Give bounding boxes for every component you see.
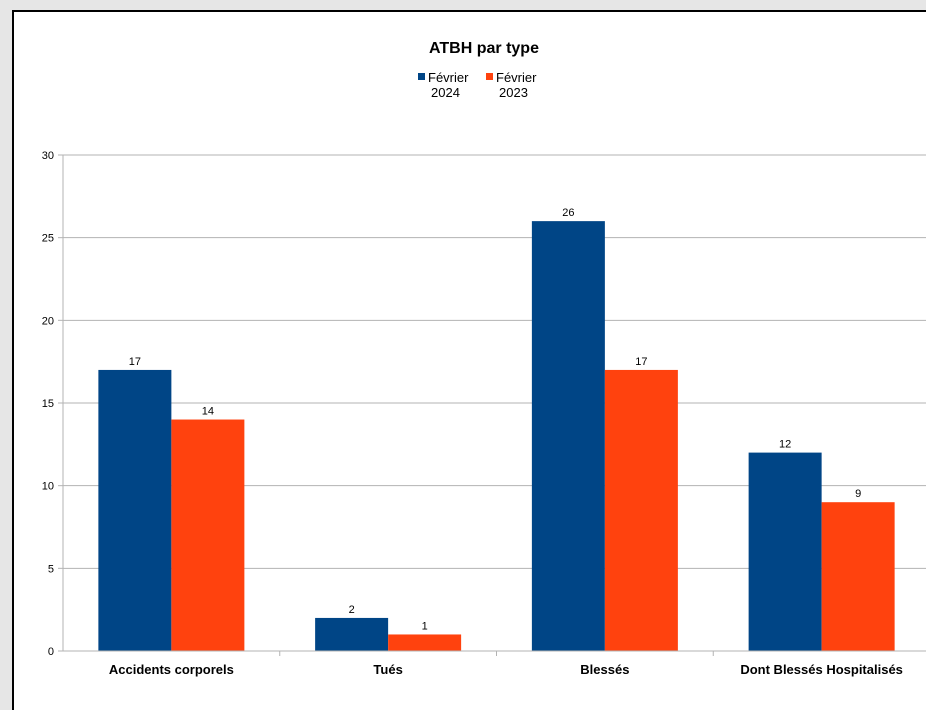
bar-chart: ATBH par type Février 2024 Février 2023 0 5 1…	[42, 40, 926, 677]
legend-label: Février 2023	[496, 70, 537, 100]
legend-label: Février 2024	[428, 70, 469, 100]
y-tick-label: 5	[48, 563, 54, 575]
legend-swatch	[486, 73, 493, 80]
chart-frame: ATBH par type Février 2024 Février 2023 0 5 1…	[12, 10, 926, 710]
legend-swatch	[418, 73, 425, 80]
bar	[821, 502, 895, 651]
data-label: 9	[855, 488, 861, 500]
bars: 17 14 2 1 26 17 12 9	[98, 207, 895, 651]
data-label: 1	[422, 620, 428, 632]
y-tick-label: 25	[42, 233, 54, 245]
bar	[315, 617, 389, 651]
y-tick-label: 15	[42, 398, 54, 410]
data-label: 12	[779, 439, 791, 451]
y-tick-label: 10	[42, 481, 54, 493]
y-tick-label: 0	[48, 646, 54, 658]
legend: Février 2024 Février 2023	[418, 70, 537, 100]
data-label: 17	[129, 356, 141, 368]
chart-title: ATBH par type	[429, 40, 539, 57]
data-label: 26	[562, 207, 574, 219]
bar	[171, 419, 245, 651]
bar	[98, 369, 172, 651]
bar	[531, 221, 605, 651]
y-axis: 0 5 10 15 20 25 30	[42, 150, 64, 658]
data-label: 17	[635, 356, 647, 368]
bar	[748, 452, 822, 651]
x-category-label: Blessés	[580, 662, 629, 677]
y-tick-label: 20	[42, 315, 54, 327]
x-category-label: Dont Blessés Hospitalisés	[740, 662, 903, 677]
x-category-label: Accidents corporels	[109, 662, 234, 677]
y-tick-label: 30	[42, 150, 54, 162]
data-label: 14	[202, 406, 214, 418]
x-category-label: Tués	[373, 662, 402, 677]
bar	[388, 634, 462, 651]
bar	[604, 369, 678, 651]
data-label: 2	[349, 604, 355, 616]
x-axis: Accidents corporels Tués Blessés Dont Bless…	[63, 650, 926, 677]
